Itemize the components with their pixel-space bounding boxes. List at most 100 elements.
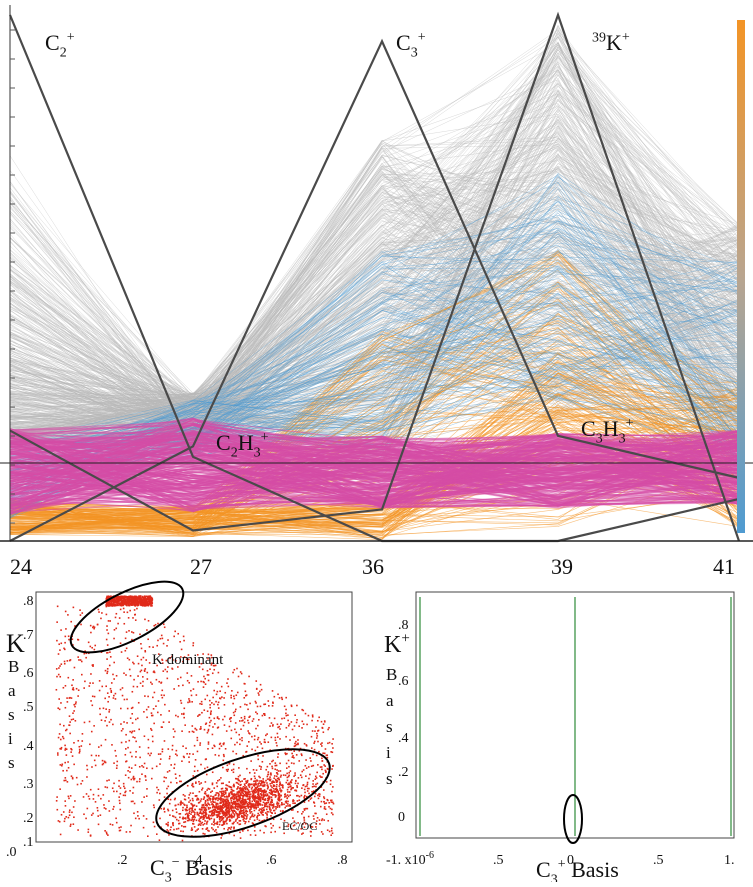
scatter-point	[57, 754, 59, 756]
scatter-point	[222, 718, 224, 721]
scatter-point	[254, 834, 257, 837]
scatter-point	[240, 810, 242, 813]
scatter-point	[303, 788, 306, 791]
scatter-point	[255, 791, 258, 793]
scatter-point	[59, 764, 62, 766]
scatter-point	[117, 622, 119, 625]
scatter-point	[321, 726, 324, 729]
scatter-point	[271, 786, 273, 789]
scatter-point	[183, 825, 185, 828]
scatter-point	[255, 702, 257, 704]
scatter-point	[180, 830, 182, 832]
scatter-point	[248, 716, 250, 719]
scatter-point	[91, 646, 93, 649]
scatter-point	[119, 608, 122, 611]
scatter-point	[275, 772, 278, 774]
scatter-point	[228, 802, 231, 805]
scatter-point	[99, 814, 102, 816]
scatter-point	[215, 782, 218, 784]
scatter-point	[266, 816, 268, 819]
scatter-point	[195, 729, 198, 731]
scatter-point	[279, 762, 281, 765]
scatter-point	[147, 619, 150, 622]
scatter-point	[141, 764, 143, 767]
scatter-point	[275, 764, 278, 767]
scatter-point	[123, 602, 125, 604]
scatter-point	[191, 822, 194, 825]
scatter-point	[133, 812, 135, 815]
scatter-point	[201, 668, 204, 671]
scatter-point	[110, 718, 112, 721]
scatter-point	[114, 600, 117, 602]
scatter-point	[264, 784, 266, 786]
scatter-point	[110, 601, 113, 603]
scatter-point	[156, 791, 158, 794]
scatter-point	[198, 783, 201, 785]
scatter-point	[237, 794, 240, 797]
scatter-point	[325, 813, 328, 816]
scatter-point	[262, 785, 264, 788]
scatter-point	[77, 739, 80, 742]
scatter-point	[170, 826, 172, 829]
scatter-point	[239, 789, 242, 792]
scatter-point	[174, 730, 176, 733]
gray-line	[9, 188, 740, 404]
scatter-point	[297, 794, 299, 797]
scatter-point	[68, 697, 71, 699]
scatter-point	[196, 739, 199, 742]
scatter-point	[289, 770, 292, 772]
scatter-point	[228, 725, 231, 728]
scatter-point	[246, 805, 248, 808]
scatter-point	[208, 817, 211, 819]
scatter-point	[228, 827, 231, 829]
scatter-point	[199, 811, 202, 813]
scatter-point	[135, 718, 137, 721]
scatter-point	[143, 602, 145, 604]
scatter-point	[145, 602, 148, 604]
scatter-point	[272, 790, 275, 792]
scatter-point	[203, 675, 205, 678]
scatter-point	[208, 699, 211, 702]
scatter-point	[303, 742, 306, 745]
scatter-point	[310, 735, 313, 738]
gray-line	[9, 45, 740, 428]
scatter-point	[328, 802, 330, 804]
scatter-point	[209, 721, 211, 724]
scatter-point	[123, 595, 126, 598]
scatter-point	[194, 811, 196, 814]
scatter-point	[141, 664, 143, 667]
scatter-point	[328, 830, 331, 833]
scatter-point	[194, 830, 197, 833]
scatter-point	[220, 797, 223, 800]
scatter-point	[98, 611, 100, 613]
x-tick-label: .6	[266, 853, 277, 868]
scatter-point	[77, 656, 79, 658]
scatter-point	[269, 778, 272, 781]
scatter-point	[311, 730, 314, 732]
scatter-point	[151, 600, 153, 602]
gray-line	[9, 224, 740, 413]
scatter-point	[156, 664, 158, 667]
scatter-point	[264, 714, 266, 716]
scatter-point	[256, 797, 259, 800]
x-tick-label: 41	[713, 554, 735, 579]
gray-line	[9, 224, 740, 438]
scatter-point	[104, 720, 106, 722]
scatter-point	[96, 809, 99, 812]
scatter-point	[233, 783, 235, 786]
gray-line	[9, 98, 740, 442]
scatter-point	[253, 738, 256, 741]
scatter-point	[152, 821, 155, 824]
scatter-point	[222, 798, 225, 801]
scatter-point	[192, 809, 194, 812]
scatter-point	[182, 793, 185, 796]
scatter-point	[123, 611, 125, 613]
scatter-point	[167, 830, 170, 832]
scatter-point	[157, 639, 159, 642]
scatter-point	[225, 788, 228, 791]
scatter-point	[146, 678, 149, 680]
scatter-point	[188, 701, 191, 703]
scatter-point	[130, 767, 133, 769]
scatter-point	[101, 763, 104, 766]
scatter-point	[267, 773, 269, 776]
